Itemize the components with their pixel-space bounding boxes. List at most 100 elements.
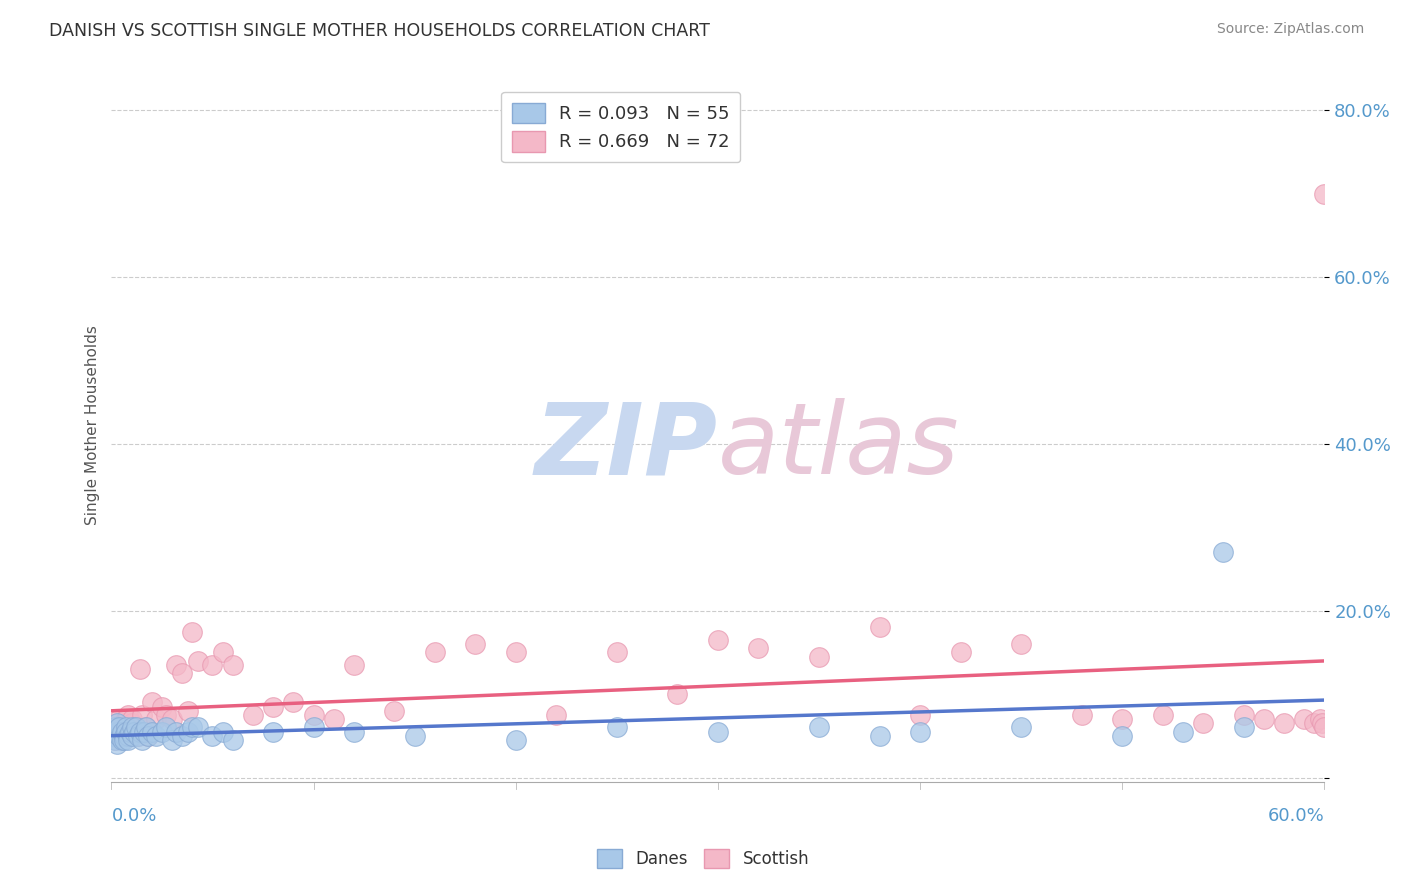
Point (136, 729, 159, 743)
Point (110, 733, 132, 747)
Point (114, 721, 136, 735)
Point (121, 712, 143, 726)
Text: atlas: atlas (718, 398, 959, 495)
Point (1171, 724, 1194, 739)
Point (1232, 708, 1254, 723)
Point (108, 721, 131, 735)
Point (155, 708, 177, 723)
Point (145, 729, 167, 743)
Point (222, 657, 245, 672)
Point (114, 724, 136, 739)
Point (110, 724, 132, 739)
Point (117, 729, 139, 743)
Point (283, 696, 305, 710)
Point (128, 724, 150, 739)
Point (150, 724, 173, 739)
Point (747, 641, 769, 656)
Point (187, 721, 209, 735)
Point (104, 733, 127, 747)
Point (464, 637, 486, 651)
Point (262, 699, 284, 714)
Point (384, 704, 406, 718)
Point (177, 724, 200, 739)
Point (165, 657, 187, 672)
Point (211, 645, 233, 659)
Point (1111, 729, 1133, 743)
Point (1010, 721, 1032, 735)
Point (103, 729, 125, 743)
Point (423, 645, 446, 659)
Point (1313, 186, 1336, 201)
Point (122, 724, 145, 739)
Point (1313, 721, 1336, 735)
Point (121, 721, 143, 735)
Point (606, 645, 628, 659)
Point (107, 716, 129, 731)
Point (107, 724, 129, 739)
Point (107, 716, 129, 731)
Point (121, 716, 143, 731)
Point (505, 645, 527, 659)
Point (949, 645, 972, 659)
Point (222, 733, 245, 747)
Text: Source: ZipAtlas.com: Source: ZipAtlas.com (1216, 22, 1364, 37)
Point (136, 729, 159, 743)
Point (869, 729, 891, 743)
Point (103, 729, 125, 743)
Point (322, 712, 344, 726)
Point (1192, 716, 1215, 731)
Point (1312, 716, 1334, 731)
Text: 0.0%: 0.0% (111, 807, 157, 825)
Point (172, 666, 194, 681)
Point (124, 721, 146, 735)
Point (177, 704, 200, 718)
Point (135, 721, 157, 735)
Point (114, 712, 136, 726)
Point (132, 724, 155, 739)
Point (302, 721, 325, 735)
Point (127, 729, 149, 743)
Text: ZIP: ZIP (534, 398, 718, 495)
Point (165, 724, 187, 739)
Point (211, 724, 233, 739)
Point (127, 729, 149, 743)
Point (155, 721, 177, 735)
Point (707, 724, 730, 739)
Point (107, 737, 129, 751)
Point (187, 654, 209, 668)
Point (1070, 708, 1092, 723)
Point (201, 729, 224, 743)
Point (145, 712, 167, 726)
Point (112, 716, 135, 731)
Point (112, 729, 135, 743)
Point (807, 721, 830, 735)
Point (160, 712, 183, 726)
Point (114, 724, 136, 739)
Point (118, 724, 141, 739)
Legend: Danes, Scottish: Danes, Scottish (591, 842, 815, 875)
Point (302, 708, 325, 723)
Point (135, 721, 157, 735)
Y-axis label: Single Mother Households: Single Mother Households (86, 326, 100, 525)
Point (869, 620, 891, 634)
Point (117, 721, 139, 735)
Point (117, 733, 139, 747)
Point (262, 724, 284, 739)
Point (1111, 712, 1133, 726)
Point (666, 687, 689, 701)
Point (1232, 721, 1254, 735)
Point (807, 649, 830, 664)
Point (108, 729, 131, 743)
Point (181, 721, 204, 735)
Point (108, 712, 131, 726)
Point (1294, 712, 1316, 726)
Point (242, 708, 264, 723)
Point (404, 729, 426, 743)
Point (546, 708, 568, 723)
Point (141, 724, 163, 739)
Point (104, 721, 127, 735)
Point (201, 657, 224, 672)
Point (1272, 716, 1295, 731)
Point (141, 696, 163, 710)
Point (606, 721, 628, 735)
